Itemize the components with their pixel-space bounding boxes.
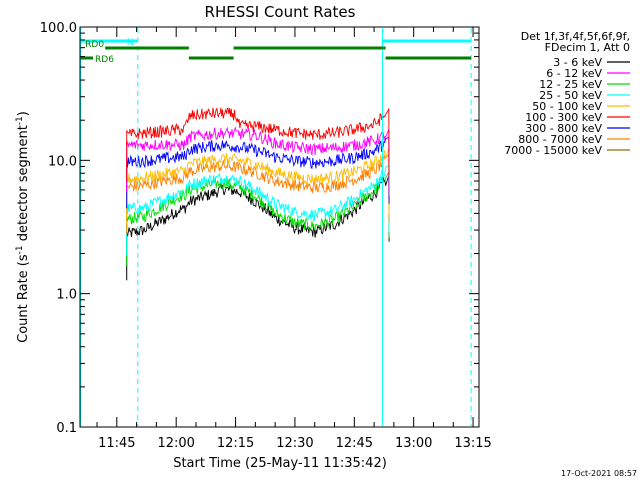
x-tick-label: 12:00 — [157, 436, 194, 451]
x-tick-label: 11:45 — [98, 436, 135, 451]
y-axis-label-part: Count Rate (s — [16, 254, 31, 343]
x-tick-label: 13:15 — [454, 436, 491, 451]
legend-label: 50 - 100 keV — [532, 100, 602, 113]
flag-label-rd6: RD6 — [95, 55, 114, 65]
y-axis-label-part: detector segment — [16, 125, 31, 245]
y-tick-label: 0.1 — [56, 421, 77, 436]
x-tick-label: 12:30 — [276, 436, 313, 451]
legend-label: 12 - 25 keV — [539, 78, 602, 91]
y-axis-label-exponent: -1 — [15, 116, 25, 125]
series-line-300-800keV — [126, 136, 390, 204]
series-line-800-7000keV — [126, 153, 390, 222]
flag-label-background — [93, 53, 116, 63]
y-axis-label-part: ) — [16, 111, 31, 116]
series-line-50-100keV — [126, 148, 390, 215]
x-tick-label: 12:45 — [336, 436, 373, 451]
flag-label-background — [83, 43, 106, 53]
axis-layer: 0.1 1.0 10.0 100.0 11:45 12:00 12:15 12:30 12:45… — [40, 21, 492, 451]
legend-label: 800 - 7000 keV — [518, 133, 602, 146]
chart-title: RHESSI Count Rates — [205, 3, 356, 21]
legend-label: 6 - 12 keV — [546, 67, 602, 80]
y-tick-label: 100.0 — [40, 21, 77, 36]
flag-label-rd0: RD0 — [85, 40, 104, 50]
legend-label: 3 - 6 keV — [553, 56, 602, 69]
x-axis-label: Start Time (25-May-11 11:35:42) — [173, 456, 387, 471]
data-layer — [126, 107, 390, 281]
x-tick-label: 12:15 — [217, 436, 254, 451]
timestamp: 17-Oct-2021 08:57 — [561, 469, 637, 478]
flag-label-n: N — [127, 38, 134, 48]
plot-frame — [79, 26, 480, 428]
legend-header-line: FDecim 1, Att 0 — [545, 41, 630, 54]
legend-label: 300 - 800 keV — [525, 122, 602, 135]
legend-label: 7000 - 15000 keV — [504, 144, 602, 157]
legend-label: 25 - 50 keV — [539, 89, 602, 102]
y-axis-label-exponent: -1 — [15, 245, 25, 254]
series-line-25-50keV — [126, 164, 390, 232]
flag-layer: N RD0 RD6 — [80, 38, 472, 65]
marker-layer — [80, 28, 472, 426]
x-tick-label: 13:00 — [395, 436, 432, 451]
legend-label: 100 - 300 keV — [525, 111, 602, 124]
series-line-100-300keV — [126, 107, 390, 176]
series-line-6-12keV — [126, 125, 390, 196]
legend: Det 1f,3f,4f,5f,6f,9f, FDecim 1, Att 0 3… — [504, 30, 630, 157]
y-tick-label: 1.0 — [56, 288, 77, 303]
legend-header-line: Det 1f,3f,4f,5f,6f,9f, — [521, 30, 630, 43]
y-tick-label: 10.0 — [48, 154, 77, 169]
y-axis-label: Count Rate (s-1 detector segment-1) — [15, 111, 31, 343]
